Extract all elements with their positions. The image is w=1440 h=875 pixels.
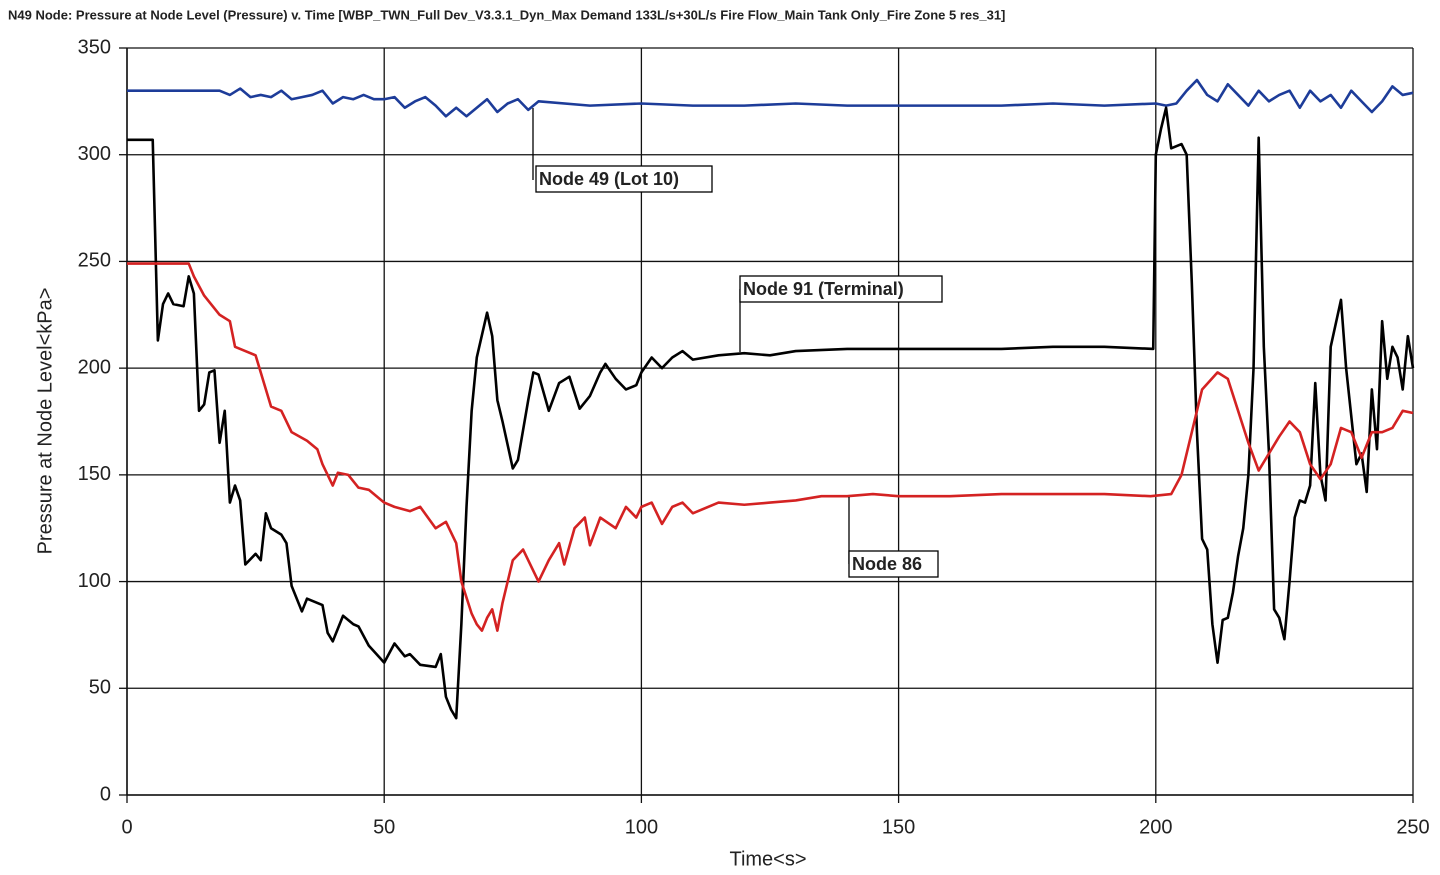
y-tick-label: 200 <box>78 356 111 378</box>
y-tick-label: 350 <box>78 36 111 58</box>
label-box <box>848 550 939 578</box>
label-box <box>535 165 713 193</box>
x-tick-label: 50 <box>373 816 395 838</box>
x-tick-label: 0 <box>121 816 132 838</box>
series-label: Node 86 <box>852 554 922 574</box>
series-label: Node 91 (Terminal) <box>743 279 904 299</box>
y-tick-label: 0 <box>100 783 111 805</box>
x-tick-label: 100 <box>625 816 658 838</box>
x-tick-label: 250 <box>1396 816 1429 838</box>
y-axis-label: Pressure at Node Level<kPa> <box>34 288 56 555</box>
series-line <box>127 78 1414 118</box>
y-tick-label: 150 <box>78 463 111 485</box>
series-line <box>127 106 1415 720</box>
series-line <box>127 262 1414 632</box>
x-axis-label: Time<s> <box>729 848 806 870</box>
y-tick-label: 300 <box>78 143 111 165</box>
y-tick-label: 100 <box>78 570 111 592</box>
series-label: Node 49 (Lot 10) <box>539 169 679 189</box>
chart-title: N49 Node: Pressure at Node Level (Pressu… <box>8 7 1005 22</box>
label-box <box>739 275 943 303</box>
x-tick-label: 150 <box>882 816 915 838</box>
y-tick-label: 250 <box>78 250 111 272</box>
x-tick-label: 200 <box>1139 816 1172 838</box>
y-tick-label: 50 <box>89 677 111 699</box>
